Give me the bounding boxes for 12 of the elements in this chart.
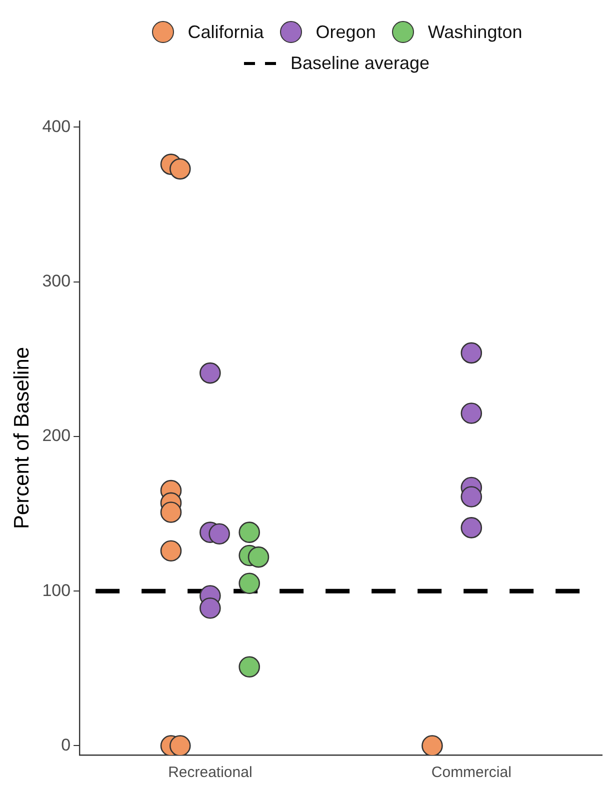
x-tick-label: Recreational — [168, 764, 252, 782]
y-tick-label: 0 — [61, 735, 71, 754]
legend-label: California — [188, 22, 264, 42]
y-tick-label: 300 — [42, 272, 71, 291]
x-tick-label: Commercial — [431, 764, 512, 782]
legend-label: Oregon — [316, 22, 376, 42]
y-tick-label: 200 — [42, 426, 71, 446]
legend-label: Baseline average — [290, 53, 430, 74]
legend-label: Washington — [428, 22, 522, 42]
y-axis-title: Percent of Baseline — [10, 346, 34, 530]
y-tick-label: 400 — [42, 116, 71, 136]
y-tick-label: 100 — [42, 580, 71, 600]
